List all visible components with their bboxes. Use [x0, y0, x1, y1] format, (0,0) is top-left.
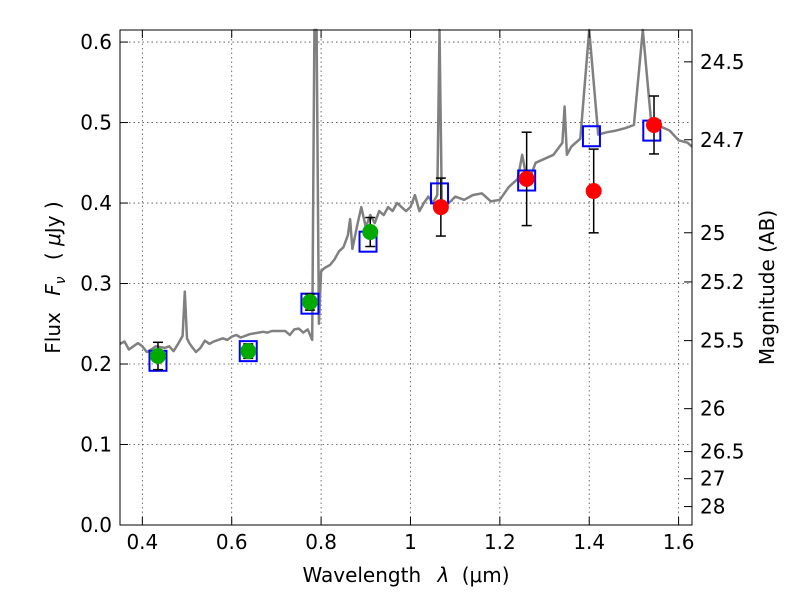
plot-frame: [119, 29, 693, 526]
y2-axis-label: Magnitude (AB): [755, 210, 779, 365]
y2-tick-label: 28: [700, 495, 725, 519]
marker-layer: [148, 95, 663, 372]
green-data-point: [240, 343, 257, 360]
y-tick-label: 0.5: [80, 111, 112, 135]
x-tick-label: 0.8: [305, 530, 337, 554]
spectrum-line: [119, 28, 693, 354]
y2-tick-label: 24.7: [700, 128, 745, 152]
model-square-marker: [238, 340, 258, 363]
y-axis-label: Flux Fν ( μJy ): [41, 201, 70, 353]
y-tick-label: 0.6: [80, 30, 112, 54]
x-tick-label: 0.6: [216, 530, 248, 554]
y-tick-label: 0.3: [80, 272, 112, 296]
x-tick-label: 1: [404, 530, 417, 554]
x-tick-label: 1.6: [663, 530, 695, 554]
y2-tick-label: 25.2: [700, 270, 745, 294]
y-tick-label: 0.4: [80, 191, 112, 215]
green-data-point: [362, 224, 379, 241]
y-tick-label: 0.0: [80, 513, 112, 537]
red-data-point: [432, 199, 449, 216]
red-data-point: [518, 170, 535, 187]
y-tick-label: 0.1: [80, 433, 112, 457]
tick-layer: 0.4 0.6 0.8 1 1.2 1.4 1.6 0.0 0.1 0.2 0.3 0.4 0.5 0.6…: [80, 30, 745, 554]
x-tick-label: 0.4: [126, 530, 158, 554]
x-axis-label: Wavelength λ (μm): [302, 563, 509, 587]
x-tick-label: 1.4: [573, 530, 605, 554]
y2-tick-label: 27: [700, 467, 725, 491]
spectrum-layer: [119, 28, 693, 354]
green-data-point: [301, 294, 318, 311]
model-square-marker: [581, 125, 601, 148]
y2-tick-label: 24.5: [700, 50, 745, 74]
red-data-point: [585, 182, 602, 199]
red-data-point: [646, 116, 663, 133]
y-tick-label: 0.2: [80, 352, 112, 376]
y2-tick-label: 25.5: [700, 329, 745, 353]
x-tick-label: 1.2: [484, 530, 516, 554]
y2-tick-label: 25: [700, 221, 725, 245]
y2-tick-label: 26: [700, 397, 725, 421]
y2-tick-label: 26.5: [700, 440, 745, 464]
grid-layer: [120, 30, 692, 526]
green-data-point: [149, 347, 166, 364]
